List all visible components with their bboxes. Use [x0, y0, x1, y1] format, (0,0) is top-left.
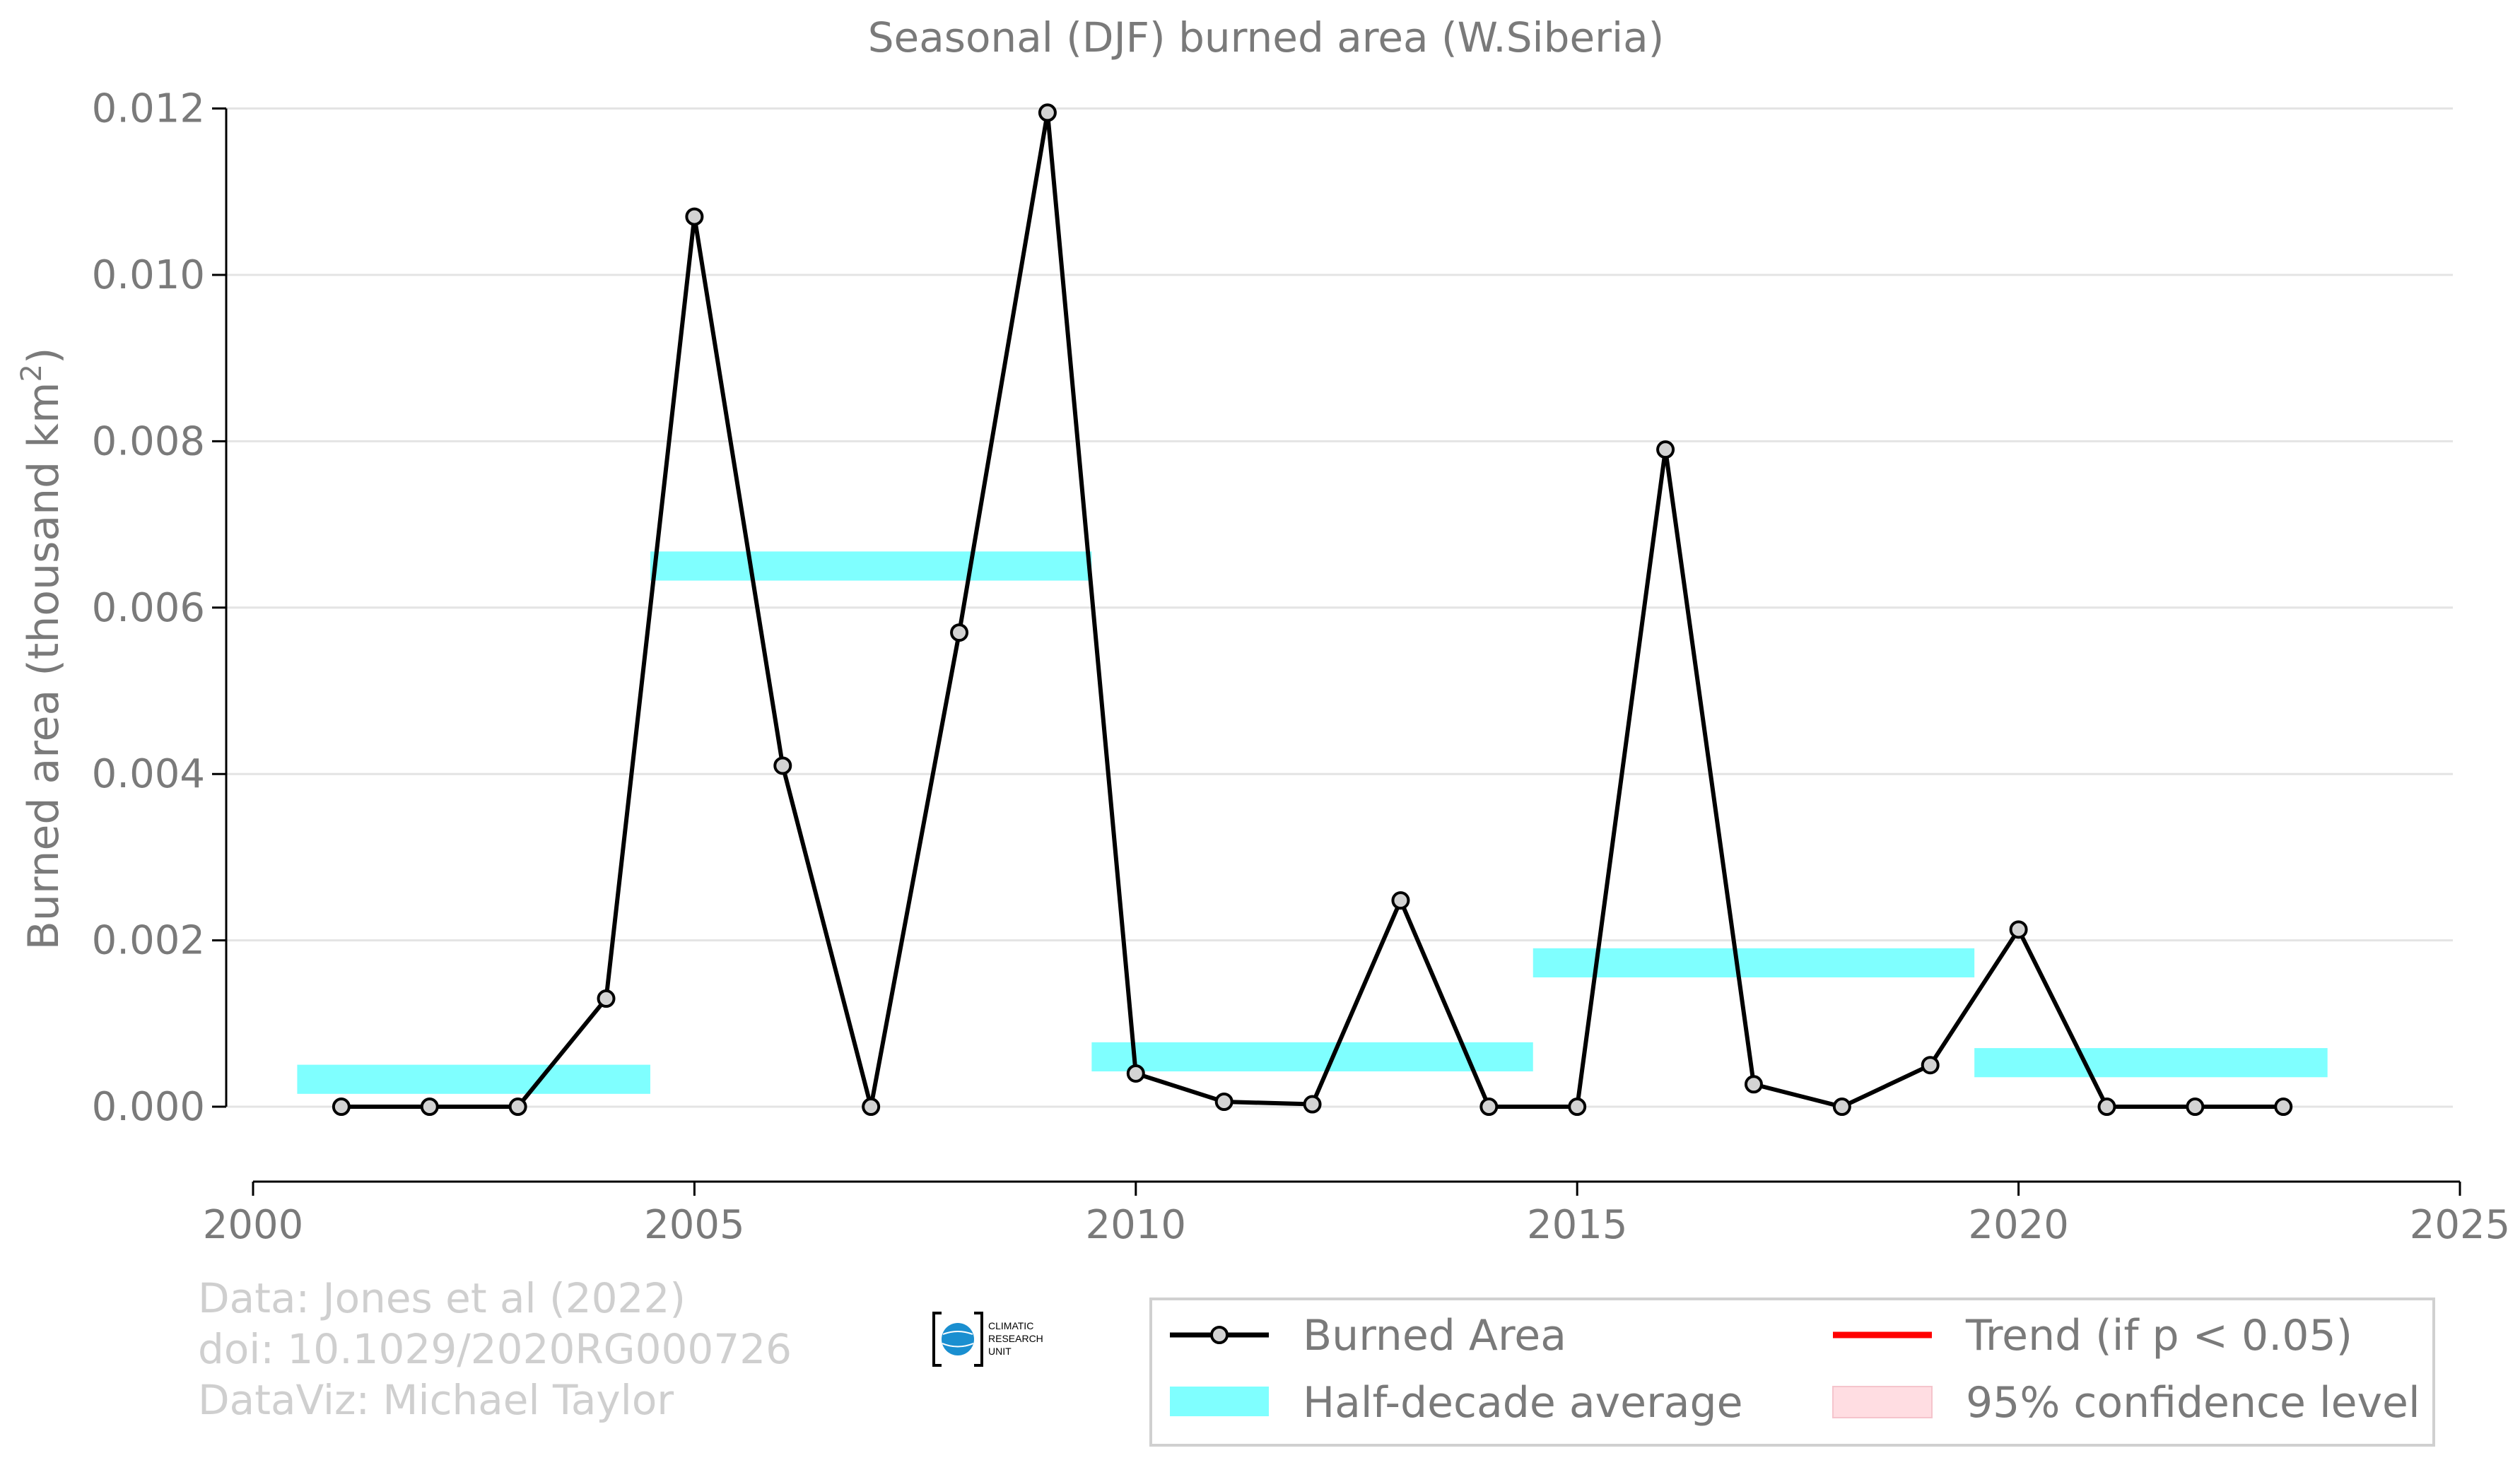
data-point-2020	[2009, 920, 2028, 939]
legend: Burned Area Trend (if p < 0.05) Half-dec…	[1149, 1298, 2435, 1447]
y-tick-label-3: 0.006	[92, 585, 205, 631]
logo-text-1: CLIMATIC	[988, 1320, 1033, 1331]
data-point-2004	[597, 989, 616, 1008]
x-axis-ticks: 2000 2005 2010 2015 2020 2025	[203, 1182, 2511, 1248]
y-axis-label: Burned area (thousand km2)	[16, 348, 69, 951]
axes	[225, 108, 2460, 1183]
half-decade-bar-3	[1532, 948, 1975, 978]
credit-data-source: Data: Jones et al (2022)	[198, 1274, 686, 1322]
y-axis-label-text: Burned area (thousand km	[19, 382, 69, 950]
y-tick-label-6: 0.012	[92, 86, 205, 132]
data-point-2023	[2274, 1098, 2293, 1117]
logo-globe-lines	[942, 1331, 974, 1348]
chart-title: Seasonal (DJF) burned area (W.Siberia)	[868, 13, 1665, 61]
x-tick-label-3: 2015	[1527, 1202, 1628, 1248]
data-point-2018	[1832, 1098, 1851, 1117]
data-point-2008	[950, 623, 969, 642]
y-axis-ticks: 0.000 0.002 0.004 0.006 0.008 0.010 0.012	[92, 86, 226, 1130]
burned-area-series	[332, 103, 2293, 1117]
logo-globe-icon	[942, 1323, 974, 1355]
half-decade-bar-4	[1974, 1048, 2328, 1078]
legend-label-burned-area: Burned Area	[1303, 1311, 1566, 1360]
credit-doi: doi: 10.1029/2020RG000726	[198, 1325, 792, 1373]
data-point-2005	[685, 207, 704, 226]
half-decade-bar-1	[650, 551, 1092, 581]
data-point-2012	[1303, 1095, 1322, 1114]
legend-label-trend: Trend (if p < 0.05)	[1965, 1311, 2352, 1360]
logo-bracket-icon	[932, 1312, 983, 1367]
y-tick-label-5: 0.010	[92, 252, 205, 298]
logo-text-3: UNIT	[988, 1346, 1012, 1357]
y-tick-label-2: 0.004	[92, 751, 205, 797]
logo-text-2: RESEARCH	[988, 1333, 1043, 1344]
half-decade-bar-0	[297, 1064, 650, 1094]
x-tick-label-1: 2005	[644, 1202, 745, 1248]
x-tick-label-4: 2020	[1968, 1202, 2069, 1248]
data-point-2001	[332, 1098, 351, 1117]
y-tick-label-0: 0.000	[92, 1084, 205, 1130]
data-point-2011	[1214, 1092, 1233, 1111]
x-tick-label-5: 2025	[2410, 1202, 2511, 1248]
y-tick-label-1: 0.002	[92, 918, 205, 964]
y-axis-label-suffix: )	[19, 348, 69, 364]
data-point-2013	[1391, 891, 1410, 910]
x-tick-label-2: 2010	[1086, 1202, 1187, 1248]
data-point-2017	[1744, 1075, 1763, 1094]
grid-lines	[226, 107, 2453, 1108]
legend-box	[1149, 1298, 2435, 1447]
y-tick-label-4: 0.008	[92, 418, 205, 464]
x-tick-label-0: 2000	[203, 1202, 304, 1248]
data-point-2014	[1479, 1098, 1499, 1117]
legend-label-half-decade: Half-decade average	[1303, 1378, 1743, 1428]
data-point-2002	[420, 1098, 439, 1117]
data-point-2007	[862, 1098, 881, 1117]
data-point-2016	[1656, 440, 1675, 459]
data-point-2003	[508, 1098, 527, 1117]
half-decade-average-bands	[297, 551, 2328, 1094]
data-point-2006	[773, 756, 792, 775]
legend-confidence-swatch	[1832, 1386, 1933, 1418]
legend-burned-area-marker	[1210, 1326, 1229, 1344]
cru-logo: CLIMATIC RESEARCH UNIT	[932, 1312, 1043, 1367]
series-line-0	[341, 110, 2284, 1110]
credit-dataviz: DataViz: Michael Taylor	[198, 1376, 674, 1424]
data-point-2021	[2097, 1098, 2116, 1117]
legend-half-decade-swatch	[1170, 1387, 1269, 1416]
data-point-2019	[1921, 1056, 1940, 1075]
half-decade-bar-2	[1091, 1042, 1533, 1072]
data-point-2015	[1568, 1098, 1587, 1117]
data-point-2010	[1126, 1064, 1145, 1083]
y-axis-label-superscript: 2	[16, 364, 48, 382]
data-point-2009	[1038, 103, 1057, 122]
data-point-2022	[2186, 1098, 2205, 1117]
legend-label-confidence: 95% confidence level	[1966, 1378, 2420, 1428]
